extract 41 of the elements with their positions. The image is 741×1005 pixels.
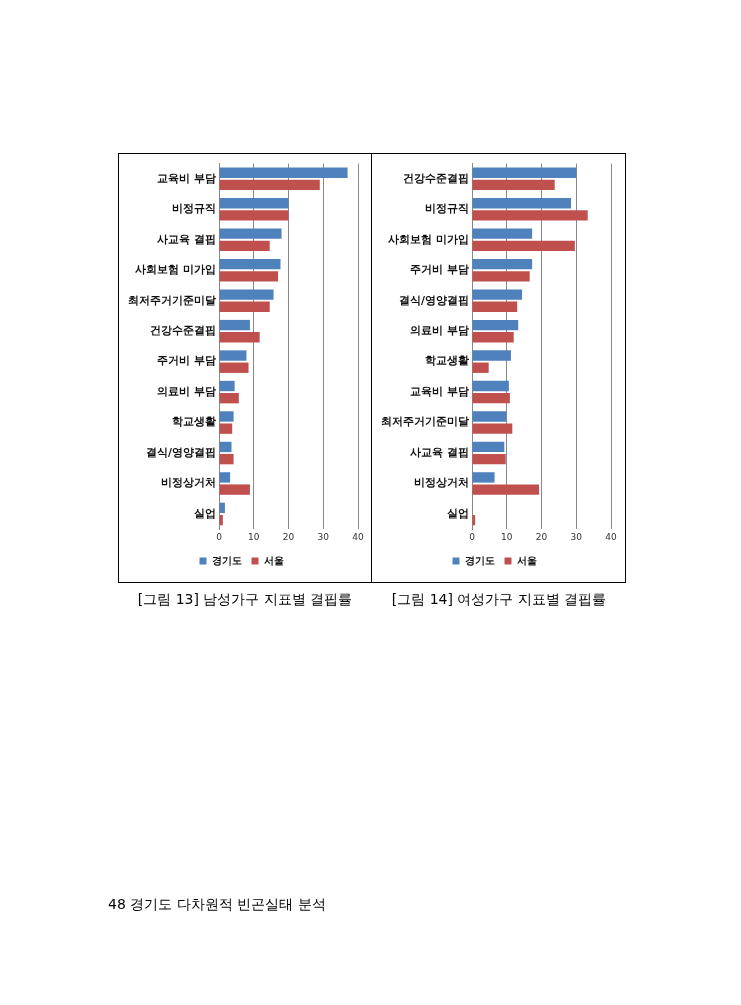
x-tick-label: 10 — [501, 531, 513, 542]
x-tick-label: 20 — [535, 531, 548, 542]
x-tick-label: 0 — [216, 531, 223, 542]
y-tick-label: 교육비 부담 — [157, 171, 216, 185]
y-tick-label: 건강수준결핍 — [150, 324, 216, 338]
y-tick-label: 비정규직 — [172, 202, 216, 216]
y-tick-label: 의료비 부담 — [410, 324, 469, 338]
y-tick-label: 사교육 결핍 — [410, 445, 469, 459]
y-tick-label: 사회보험 미가입 — [135, 263, 216, 277]
x-tick-label: 10 — [248, 531, 260, 542]
y-tick-label: 결식/영양결핍 — [398, 293, 469, 307]
text: [그림 13] 남성가구 지표별 결핍률 — [136, 591, 354, 609]
y-tick-label: 실업 — [194, 506, 216, 520]
x-tick-label: 40 — [605, 531, 617, 542]
y-tick-label: 주거비 부담 — [157, 354, 216, 368]
y-tick-label: 주거비 부담 — [410, 263, 469, 277]
x-tick-label: 30 — [570, 531, 583, 542]
y-tick-label: 최저주거기준미달 — [381, 415, 469, 429]
x-tick-label: 30 — [317, 531, 330, 542]
x-tick-label: 0 — [469, 531, 476, 542]
text: [그림 14] 여성가구 지표별 결핍률 — [390, 591, 608, 609]
y-tick-label: 의료비 부담 — [157, 384, 216, 398]
y-tick-label: 최저주거기준미달 — [128, 293, 216, 307]
text: 48 경기도 다차원적 빈곤실태 분석 — [108, 896, 326, 914]
y-tick-label: 학교생활 — [425, 354, 469, 368]
legend-label: 경기도 — [211, 554, 242, 566]
y-tick-label: 비정상거처 — [414, 476, 469, 490]
y-tick-label: 비정상거처 — [161, 476, 216, 490]
legend-label: 경기도 — [464, 554, 495, 566]
legend-label: 서울 — [516, 554, 537, 566]
y-tick-label: 사교육 결핍 — [157, 232, 216, 246]
y-tick-label: 결식/영양결핍 — [145, 445, 216, 459]
y-tick-label: 실업 — [447, 506, 469, 520]
y-tick-label: 비정규직 — [425, 202, 469, 216]
x-tick-label: 20 — [282, 531, 295, 542]
y-tick-label: 사회보험 미가입 — [388, 232, 469, 246]
x-tick-label: 40 — [352, 531, 364, 542]
y-tick-label: 학교생활 — [172, 415, 216, 429]
y-tick-label: 교육비 부담 — [410, 384, 469, 398]
legend-label: 서울 — [263, 554, 284, 566]
y-tick-label: 건강수준결핍 — [403, 171, 469, 185]
